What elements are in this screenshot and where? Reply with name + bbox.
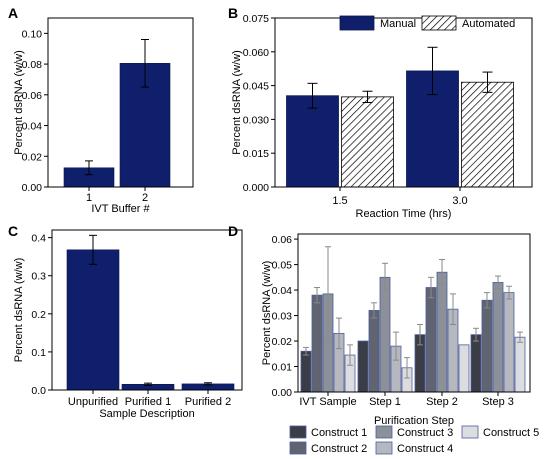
bar	[368, 310, 380, 393]
legend-swatch	[289, 425, 307, 439]
y-tick-label: 0.00	[272, 387, 293, 399]
legend-swatch	[421, 15, 457, 31]
panel-label-a: A	[8, 5, 18, 21]
legend-label: Automated	[462, 18, 515, 30]
legend-swatch	[289, 441, 307, 455]
y-tick-label: 0.10	[22, 28, 43, 40]
panel-label-b: B	[228, 5, 238, 21]
y-tick-label: 0.02	[272, 336, 293, 348]
bar	[514, 336, 526, 393]
x-axis-label: IVT Buffer #	[91, 203, 150, 215]
y-tick-label: 0.060	[243, 47, 269, 59]
bar	[481, 299, 493, 393]
y-tick-label: 0.04	[272, 285, 293, 297]
y-tick-label: 0.3	[31, 271, 46, 283]
panel-label-c: C	[8, 223, 18, 239]
y-tick-label: 0.02	[22, 151, 43, 163]
y-axis-label: Percent dsRNA (w/w)	[261, 261, 273, 366]
x-tick-label: 3.0	[452, 195, 467, 207]
bar	[503, 292, 515, 393]
legend-label: Construct 2	[311, 443, 367, 455]
panel-label-d: D	[228, 223, 238, 239]
bar	[300, 350, 312, 393]
legend-swatch	[375, 441, 393, 455]
y-axis-label: Percent dsRNA (w/w)	[13, 258, 25, 363]
legend-label: Construct 4	[397, 443, 453, 455]
bar	[66, 249, 120, 391]
y-tick-label: 0.030	[243, 114, 269, 126]
bar	[341, 96, 394, 188]
y-tick-label: 0.00	[22, 182, 43, 194]
legend-swatch	[339, 15, 375, 31]
y-tick-label: 0.0	[31, 385, 46, 397]
y-tick-label: 0.03	[272, 311, 293, 323]
x-tick-label: Step 3	[482, 396, 514, 408]
x-tick-label: 1	[86, 192, 92, 204]
x-tick-label: Purified 2	[185, 396, 231, 408]
bar	[458, 344, 470, 393]
x-tick-label: Unpurified	[68, 396, 118, 408]
bar	[425, 287, 437, 393]
bar	[470, 334, 482, 393]
x-axis-label: Sample Description	[99, 408, 194, 420]
legend-label: Manual	[380, 18, 416, 30]
plot-frame	[274, 17, 533, 188]
legend-swatch	[375, 425, 393, 439]
plot-frame	[297, 233, 531, 393]
x-tick-label: 1.5	[332, 195, 347, 207]
bar	[436, 271, 448, 393]
y-tick-label: 0.2	[31, 309, 46, 321]
x-axis-label: Reaction Time (hrs)	[356, 208, 452, 220]
x-tick-label: Purified 1	[125, 396, 171, 408]
y-tick-label: 0.015	[243, 148, 269, 160]
bar	[461, 81, 514, 188]
x-tick-label: Step 1	[369, 396, 401, 408]
y-axis-label: Percent dsRNA (w/w)	[231, 50, 243, 155]
y-tick-label: 0.4	[31, 233, 46, 245]
y-tick-label: 0.045	[243, 81, 269, 93]
bar	[311, 294, 323, 393]
y-tick-label: 0.075	[243, 13, 269, 25]
legend-swatch	[461, 425, 479, 439]
y-tick-label: 0.08	[22, 59, 43, 71]
bar	[492, 282, 504, 393]
plot-frame	[51, 229, 243, 391]
y-tick-label: 0.06	[272, 234, 293, 246]
y-tick-label: 0.1	[31, 347, 46, 359]
y-axis-label: Percent dsRNA (w/w)	[13, 50, 25, 155]
plot-frame	[47, 17, 194, 188]
x-axis-label: Purification Step	[374, 415, 454, 427]
x-tick-label: Step 2	[426, 396, 458, 408]
bar	[379, 276, 391, 393]
y-tick-label: 0.06	[22, 90, 43, 102]
y-tick-label: 0.01	[272, 362, 293, 374]
y-tick-label: 0.000	[243, 182, 269, 194]
bar	[357, 340, 369, 393]
y-tick-label: 0.05	[272, 260, 293, 272]
legend-label: Construct 3	[397, 427, 453, 439]
x-tick-label: 2	[142, 192, 148, 204]
legend-label: Construct 1	[311, 427, 367, 439]
y-tick-label: 0.04	[22, 121, 43, 133]
x-tick-label: IVT Sample	[299, 396, 356, 408]
legend-label: Construct 5	[483, 427, 539, 439]
bar	[286, 95, 339, 188]
